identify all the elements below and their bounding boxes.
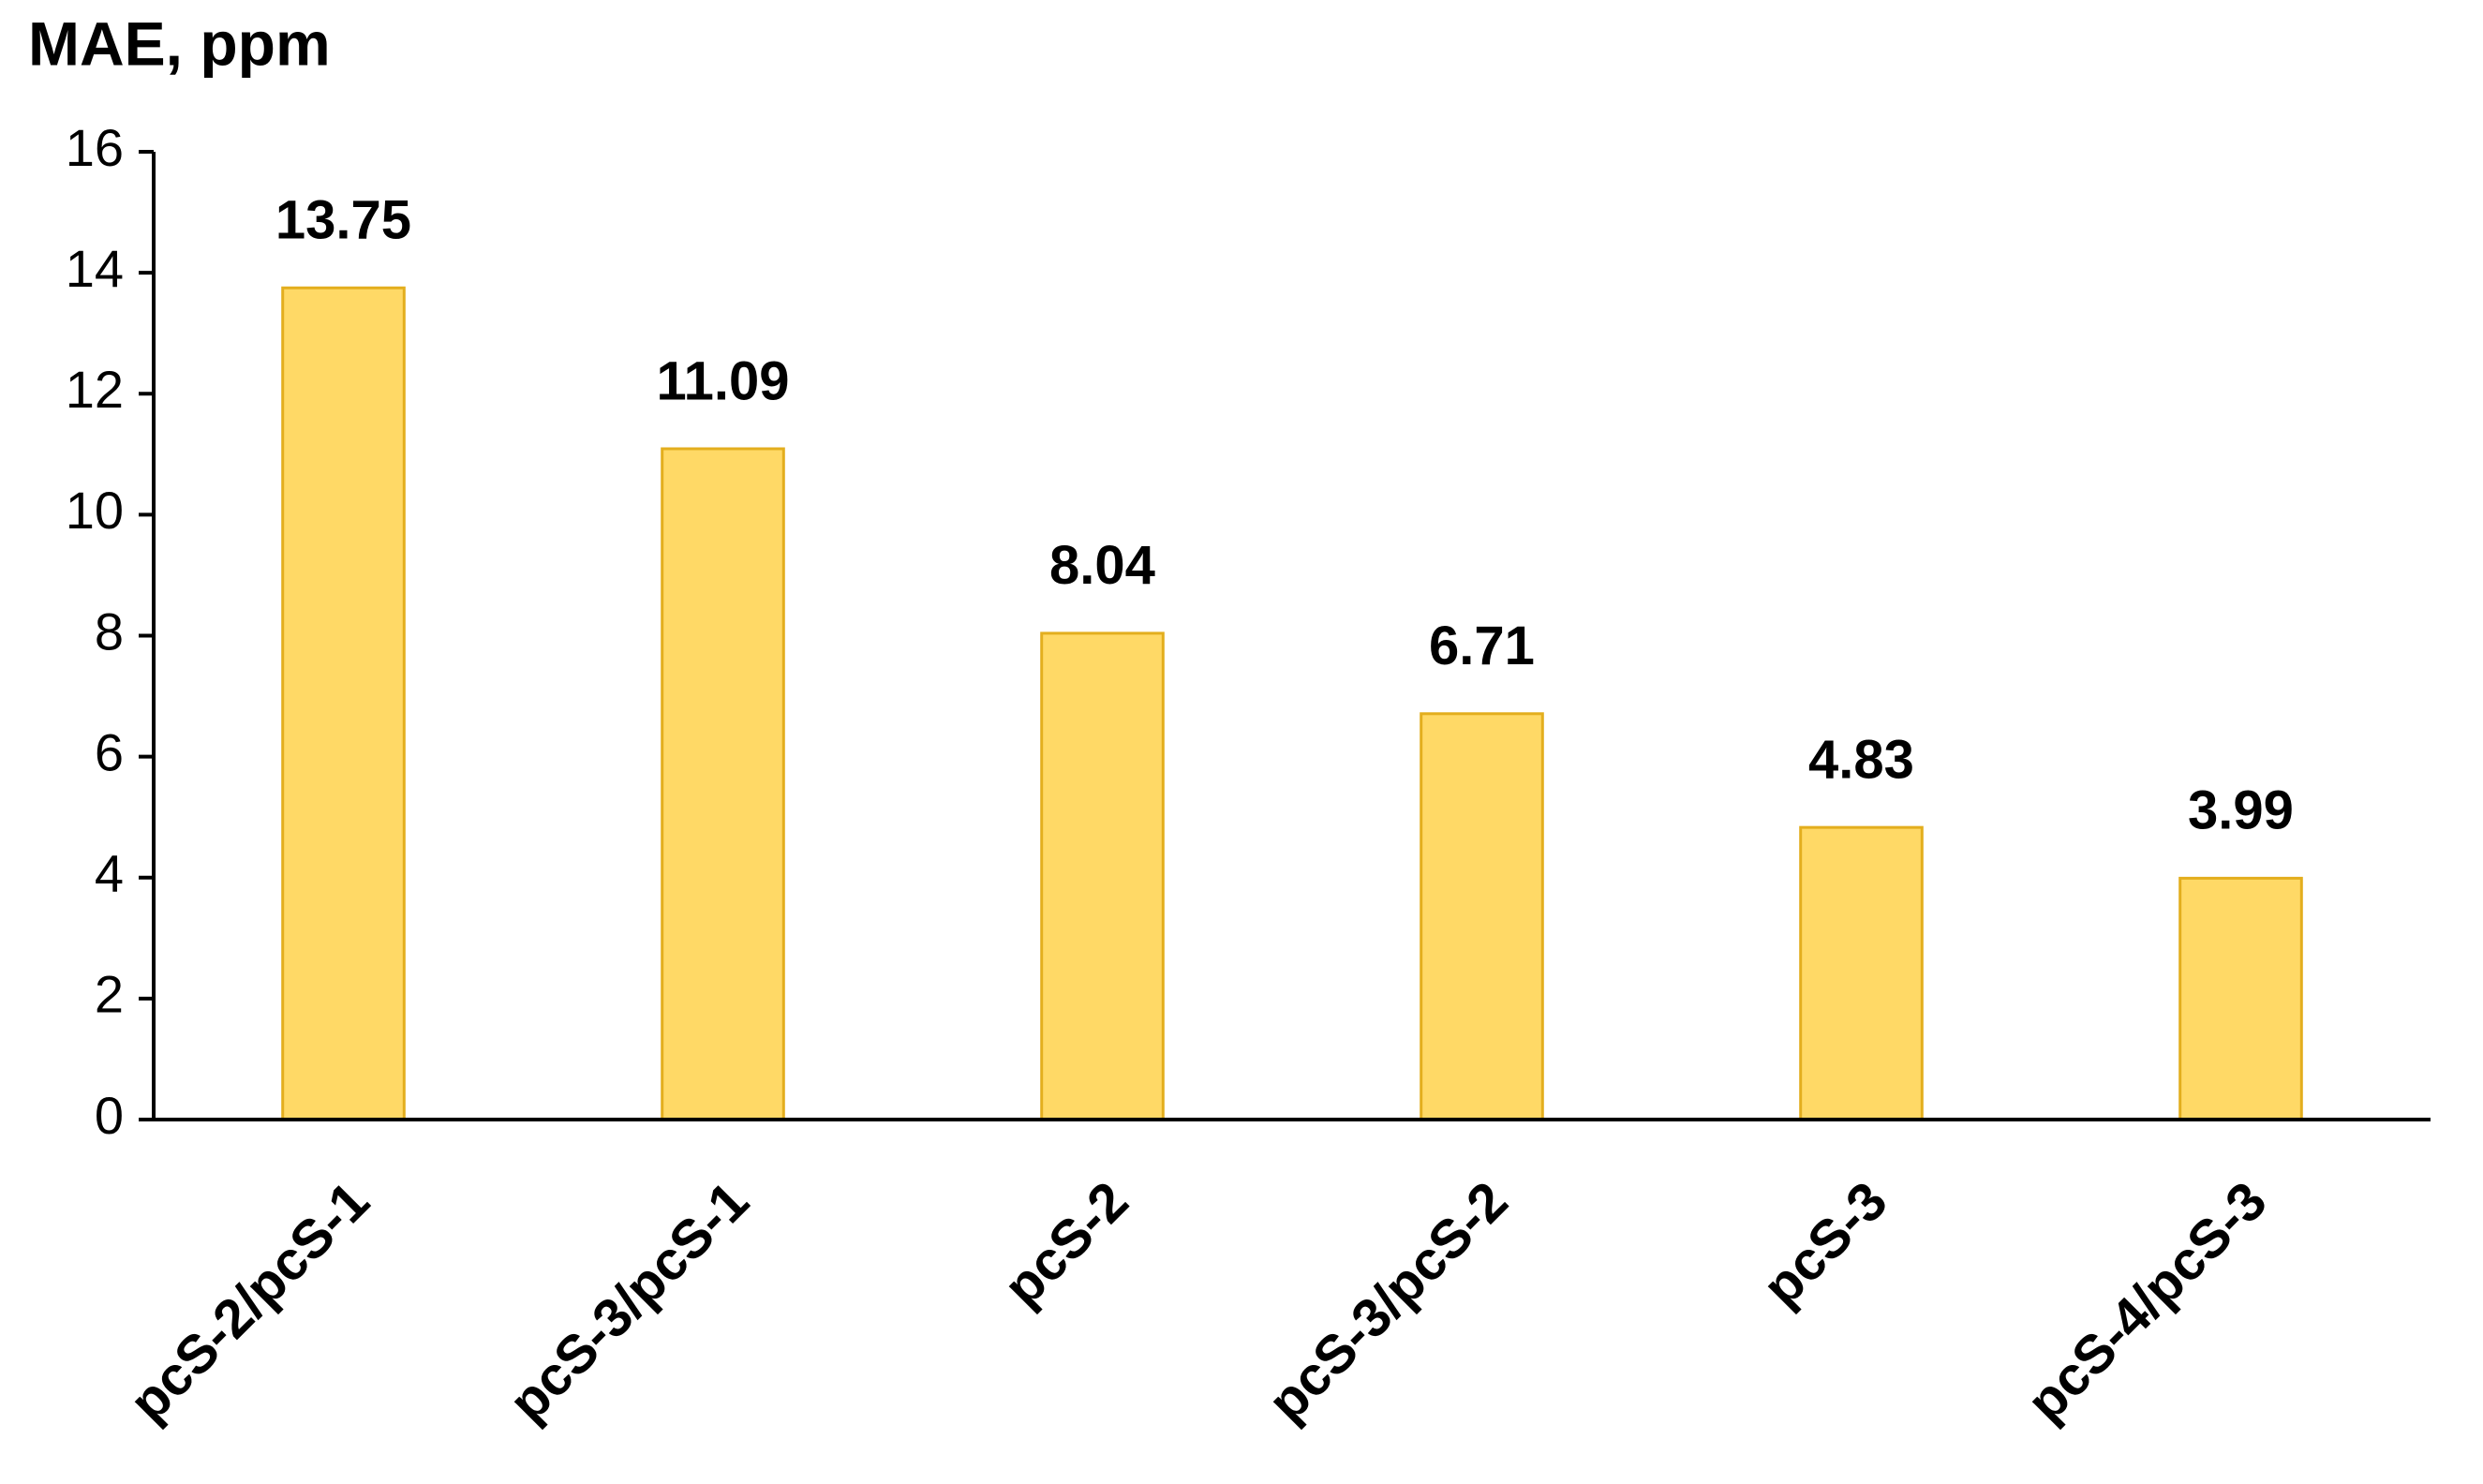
- x-tick-label: pcS-2/pcS-1: [118, 1170, 381, 1433]
- y-tick-label: 16: [66, 118, 124, 177]
- value-label: 6.71: [1429, 616, 1535, 676]
- y-tick-label: 2: [95, 965, 124, 1024]
- x-tick-label: pcS-4/pcS-3: [2015, 1170, 2279, 1433]
- chart-title: MAE, ppm: [28, 8, 331, 78]
- bar: [281, 286, 406, 1121]
- x-tick-label: pcS-3: [1751, 1170, 1899, 1318]
- bar: [1040, 631, 1165, 1121]
- bar: [2178, 876, 2303, 1121]
- x-tick-label: pcS-2: [992, 1170, 1140, 1318]
- bar: [661, 447, 785, 1121]
- bar: [1420, 712, 1544, 1121]
- y-tick-label: 8: [95, 601, 124, 660]
- y-tick-label: 12: [66, 360, 124, 419]
- y-tick-label: 0: [95, 1086, 124, 1145]
- value-label: 3.99: [2188, 780, 2294, 841]
- x-tick-label: pcS-3/pcS-2: [1256, 1170, 1520, 1433]
- y-tick-label: 10: [66, 481, 124, 540]
- value-label: 11.09: [657, 350, 790, 411]
- value-label: 4.83: [1808, 729, 1914, 790]
- bar: [1799, 825, 1924, 1121]
- y-tick-label: 14: [66, 239, 124, 298]
- x-tick-label: pcS-3/pcS-1: [498, 1170, 761, 1433]
- y-tick-label: 6: [95, 722, 124, 781]
- value-label: 13.75: [275, 190, 411, 251]
- value-label: 8.04: [1049, 535, 1155, 596]
- y-tick-label: 4: [95, 844, 124, 903]
